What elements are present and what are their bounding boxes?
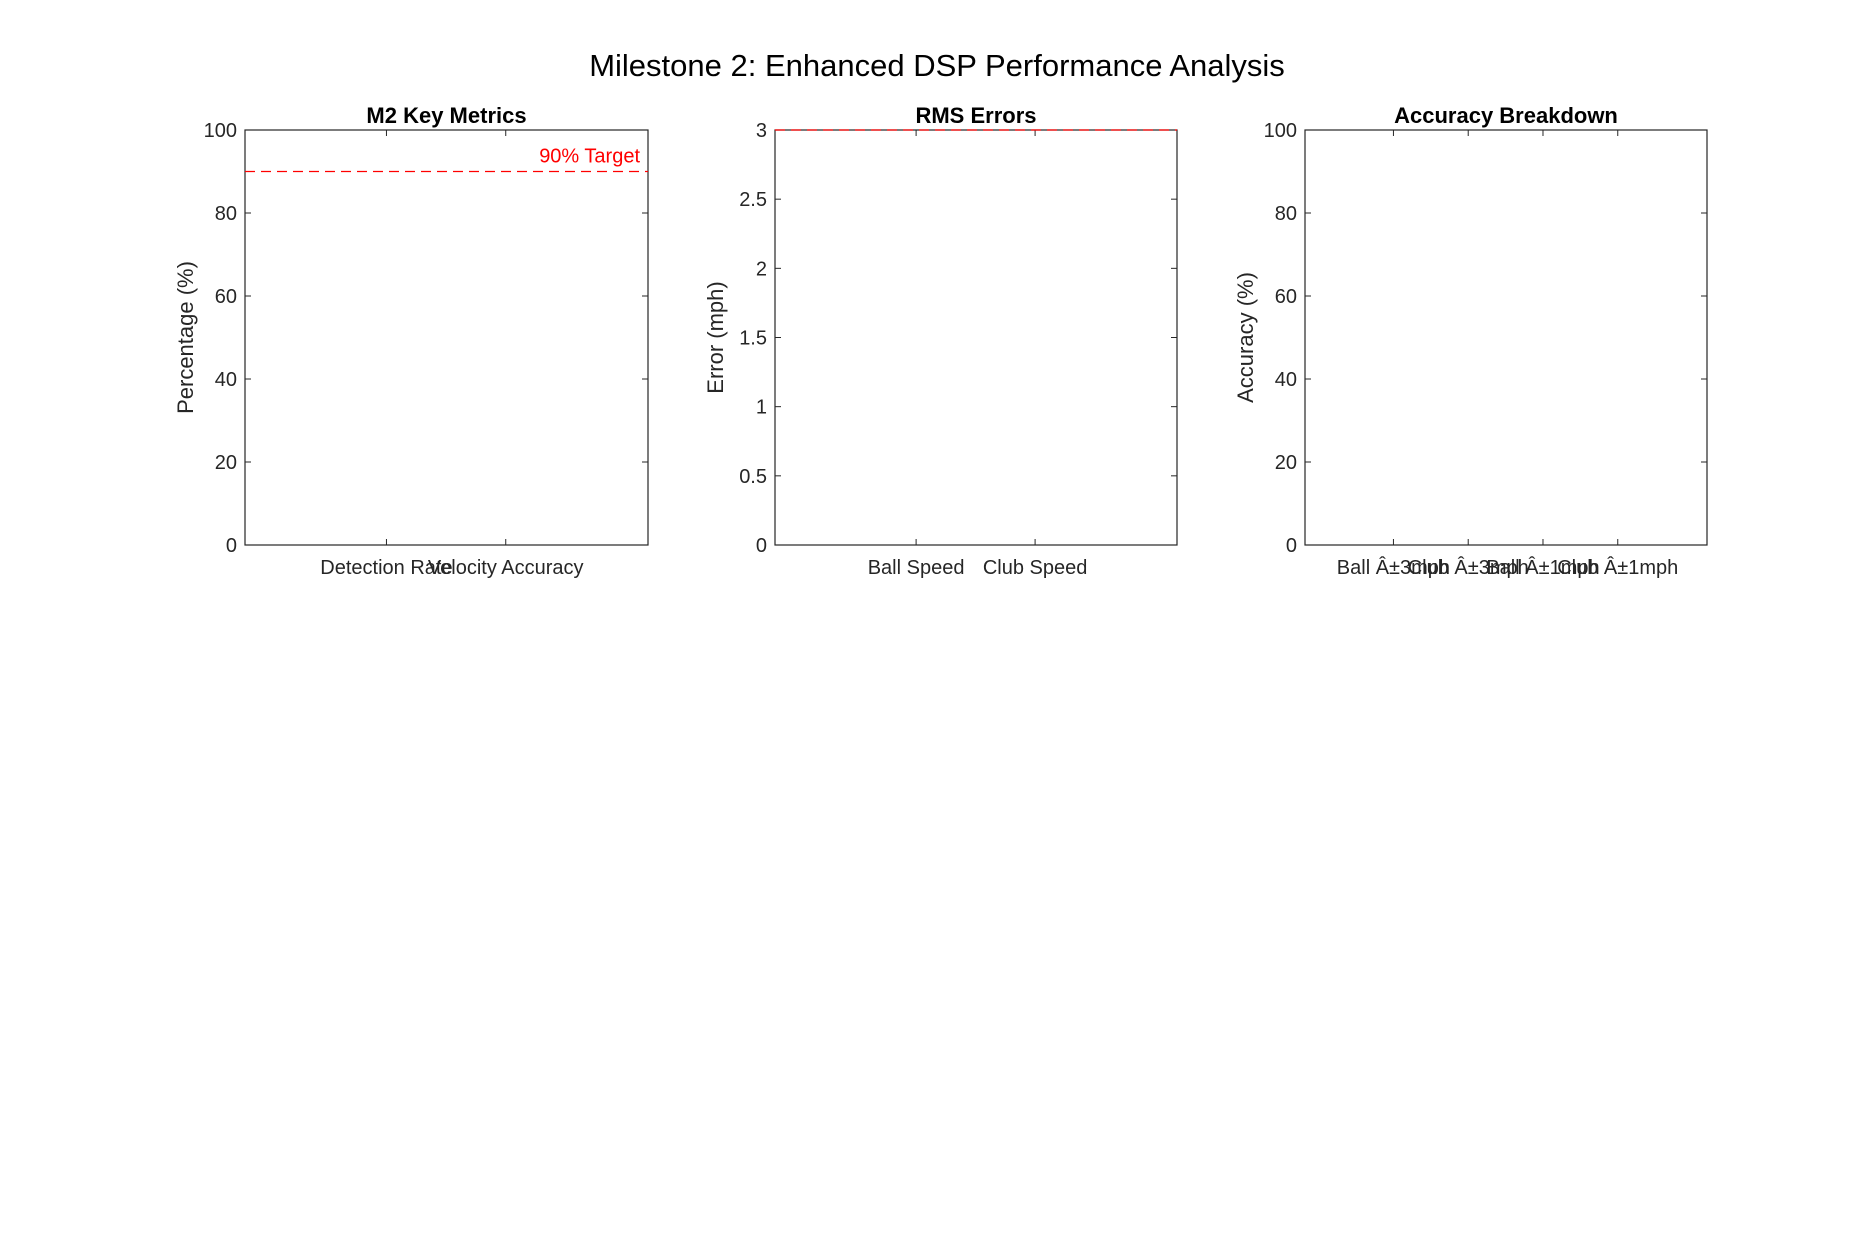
subplot-2: RMS Errors 0 0.5 1 1.5 2 2.5 3 Ball Speed Club Sp… bbox=[703, 103, 1178, 579]
y-tick-label: 0.5 bbox=[739, 466, 767, 488]
y-axis-label: Percentage (%) bbox=[173, 261, 198, 414]
y-tick-label: 20 bbox=[215, 452, 237, 474]
y-tick-label: 2.5 bbox=[739, 189, 767, 211]
axes-box bbox=[1304, 129, 1708, 546]
x-tick-label: Ball Â±1mph bbox=[1486, 556, 1599, 579]
y-tick-label: 1.5 bbox=[739, 328, 767, 350]
subplot-title: RMS Errors bbox=[915, 103, 1036, 128]
x-tick-label: Velocity Accuracy bbox=[428, 557, 584, 579]
y-tick-label: 2 bbox=[756, 258, 767, 280]
y-tick-label: 20 bbox=[1275, 452, 1297, 474]
y-tick-label: 1 bbox=[756, 397, 767, 419]
subplot-title: Accuracy Breakdown bbox=[1394, 103, 1618, 128]
x-tick-label: Ball Â±3mph bbox=[1337, 556, 1450, 579]
subplot-1: M2 Key Metrics 0 20 40 60 80 100 Detection Rate… bbox=[173, 103, 649, 579]
axes-box bbox=[774, 129, 1178, 546]
y-tick-label: 40 bbox=[215, 369, 237, 391]
y-tick-label: 0 bbox=[1286, 535, 1297, 557]
axes-box bbox=[244, 129, 649, 546]
y-tick-label: 100 bbox=[1264, 120, 1297, 142]
y-tick-label: 60 bbox=[215, 286, 237, 308]
y-tick-label: 80 bbox=[1275, 203, 1297, 225]
y-tick-label: 3 bbox=[756, 120, 767, 142]
y-tick-label: 60 bbox=[1275, 286, 1297, 308]
y-tick-label: 0 bbox=[226, 535, 237, 557]
figure-title: Milestone 2: Enhanced DSP Performance An… bbox=[589, 48, 1285, 83]
x-tick-label: Detection Rate bbox=[320, 557, 452, 579]
y-tick-label: 80 bbox=[215, 203, 237, 225]
subplot-title: M2 Key Metrics bbox=[366, 103, 526, 128]
y-tick-label: 0 bbox=[756, 535, 767, 557]
y-tick-label: 100 bbox=[204, 120, 237, 142]
x-tick-label: Club Â±3mph bbox=[1408, 556, 1529, 579]
x-tick-label: Ball Speed bbox=[868, 557, 965, 579]
y-tick-label: 40 bbox=[1275, 369, 1297, 391]
target-line-label: 90% Target bbox=[539, 146, 640, 168]
y-axis-label: Error (mph) bbox=[703, 281, 728, 393]
subplot-3: Accuracy Breakdown 0 20 40 60 80 100 Ball Â±3mp… bbox=[1233, 103, 1708, 579]
y-axis-label: Accuracy (%) bbox=[1233, 272, 1258, 403]
x-tick-label: Club Speed bbox=[983, 557, 1088, 579]
x-tick-label: Club Â±1mph bbox=[1557, 556, 1678, 579]
